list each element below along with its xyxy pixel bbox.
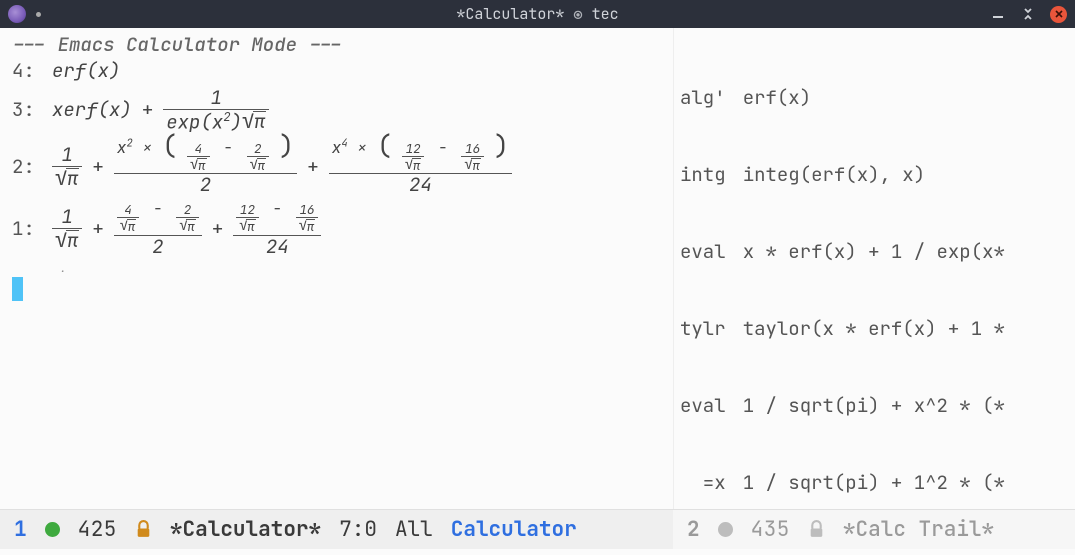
stack-index: 1: [12,218,38,240]
trail-line: intginteg(erf(x), x) [680,162,1075,188]
trail-tag: tylr [680,316,743,342]
denominator: √π [52,230,82,251]
window-title: *Calculator* ◉ tec [0,4,1075,24]
trail-tag: eval [680,239,743,265]
numerator: 4√π − 2√π [114,201,202,233]
plus-op: + [138,99,157,121]
line-count: 425 [78,516,117,543]
stack-index: 2: [12,156,38,178]
plus-op: + [88,156,107,178]
stack-expr-4: erf(x) [52,60,120,82]
minibuffer[interactable] [0,549,1075,555]
text-cursor [12,277,23,301]
workspace-number[interactable]: 1 [14,516,27,543]
stack-expr-2: 1 √π + x2 × ( 4√π − 2√π ) [52,138,512,195]
window-buttons [990,6,1067,23]
stack-row: 4: erf(x) [12,60,663,82]
fraction: 4√π − 2√π 2 [114,201,202,256]
workspace: --- Emacs Calculator Mode --- 4: erf(x) … [0,28,1075,509]
denominator: 2 [149,237,166,257]
denominator: 2 [197,175,214,195]
fraction: 12√π − 16√π 24 [233,201,321,256]
stack-expr-1: 1 √π + 4√π − 2√π 2 + [52,201,321,256]
status-dot-icon [718,522,733,537]
title-at-glyph: ◉ [573,4,591,24]
title-host: tec [592,4,619,24]
numerator: x2 × ( 4√π − 2√π ) [114,138,297,172]
calc-trail-pane[interactable]: alg'erf(x) intginteg(erf(x), x) evalx * … [673,28,1075,509]
erf-x: erf(x) [52,60,120,82]
modeline: 1 425 *Calculator* 7:0 All Calculator 2 … [0,509,1075,549]
stack-index: 4: [12,60,38,82]
titlebar: *Calculator* ◉ tec [0,0,1075,28]
fraction: x4 × ( 12√π − 16√π ) 24 [329,138,512,195]
trail-body: x * erf(x) + 1 / exp(x* [743,239,1005,265]
maximize-button[interactable] [1020,6,1036,22]
numerator: 1 [58,145,75,165]
numerator: 12√π − 16√π [233,201,321,233]
fraction: 1 √π [52,207,82,251]
plus-op: + [88,218,107,240]
denominator: 24 [406,175,435,195]
stack-row: 3: xerf(x) + 1 exp(x2)√π [12,88,663,132]
title-buffer: *Calculator* [456,4,564,24]
trail-body: integ(erf(x), x) [743,162,925,188]
numerator: 1 [58,207,75,227]
trail-body: 1 / sqrt(pi) + x^2 * (* [743,393,1005,419]
denominator: 24 [263,237,292,257]
trail-body: 1 / sqrt(pi) + 1^2 * (* [743,470,1005,496]
modeline-right[interactable]: 2 435 *Calc Trail* [673,510,1075,549]
buffer-name[interactable]: *Calculator* [170,516,321,543]
stack-row: 2: 1 √π + x2 × ( 4√π − 2√π ) [12,138,663,195]
line-count: 435 [751,516,790,543]
trail-tag: intg [680,162,743,188]
stack-row: 1: 1 √π + 4√π − 2√π 2 [12,201,663,256]
trail-line: alg'erf(x) [680,85,1075,111]
workspace-number[interactable]: 2 [687,516,700,543]
plus-op: + [303,156,322,178]
stack-dot: . [12,263,663,271]
x-erf-x: xerf(x) [52,99,132,121]
plus-op: + [208,218,227,240]
status-dot-icon [45,522,60,537]
trail-line: eval1 / sqrt(pi) + x^2 * (* [680,393,1075,419]
scroll-position: All [395,516,433,543]
modeline-left[interactable]: 1 425 *Calculator* 7:0 All Calculator [0,510,673,549]
calc-mode-header: --- Emacs Calculator Mode --- [12,34,663,56]
trail-line: tylrtaylor(x * erf(x) + 1 * [680,316,1075,342]
trail-line: =x1 / sqrt(pi) + 1^2 * (* [680,470,1075,496]
denominator: exp(x2)√π [163,111,269,132]
fraction: 1 √π [52,145,82,189]
trail-body: erf(x) [743,85,811,111]
stack-index: 3: [12,99,38,121]
trail-tag: alg' [680,85,743,111]
fraction: x2 × ( 4√π − 2√π ) 2 [114,138,297,195]
trail-body: taylor(x * erf(x) + 1 * [743,316,1005,342]
numerator: x4 × ( 12√π − 16√π ) [329,138,512,172]
buffer-name[interactable]: *Calc Trail* [843,516,994,543]
stack-expr-3: xerf(x) + 1 exp(x2)√π [52,88,269,132]
close-button[interactable] [1050,6,1067,23]
numerator: 1 [208,88,225,108]
lock-icon [135,520,152,539]
denominator: √π [52,168,82,189]
major-mode[interactable]: Calculator [451,516,577,543]
minimize-button[interactable] [990,6,1006,22]
trail-line: evalx * erf(x) + 1 / exp(x* [680,239,1075,265]
lock-icon [808,520,825,539]
calculator-pane[interactable]: --- Emacs Calculator Mode --- 4: erf(x) … [0,28,673,509]
trail-tag: =x [680,470,743,496]
cursor-position: 7:0 [339,516,377,543]
fraction: 1 exp(x2)√π [163,88,269,132]
trail-tag: eval [680,393,743,419]
